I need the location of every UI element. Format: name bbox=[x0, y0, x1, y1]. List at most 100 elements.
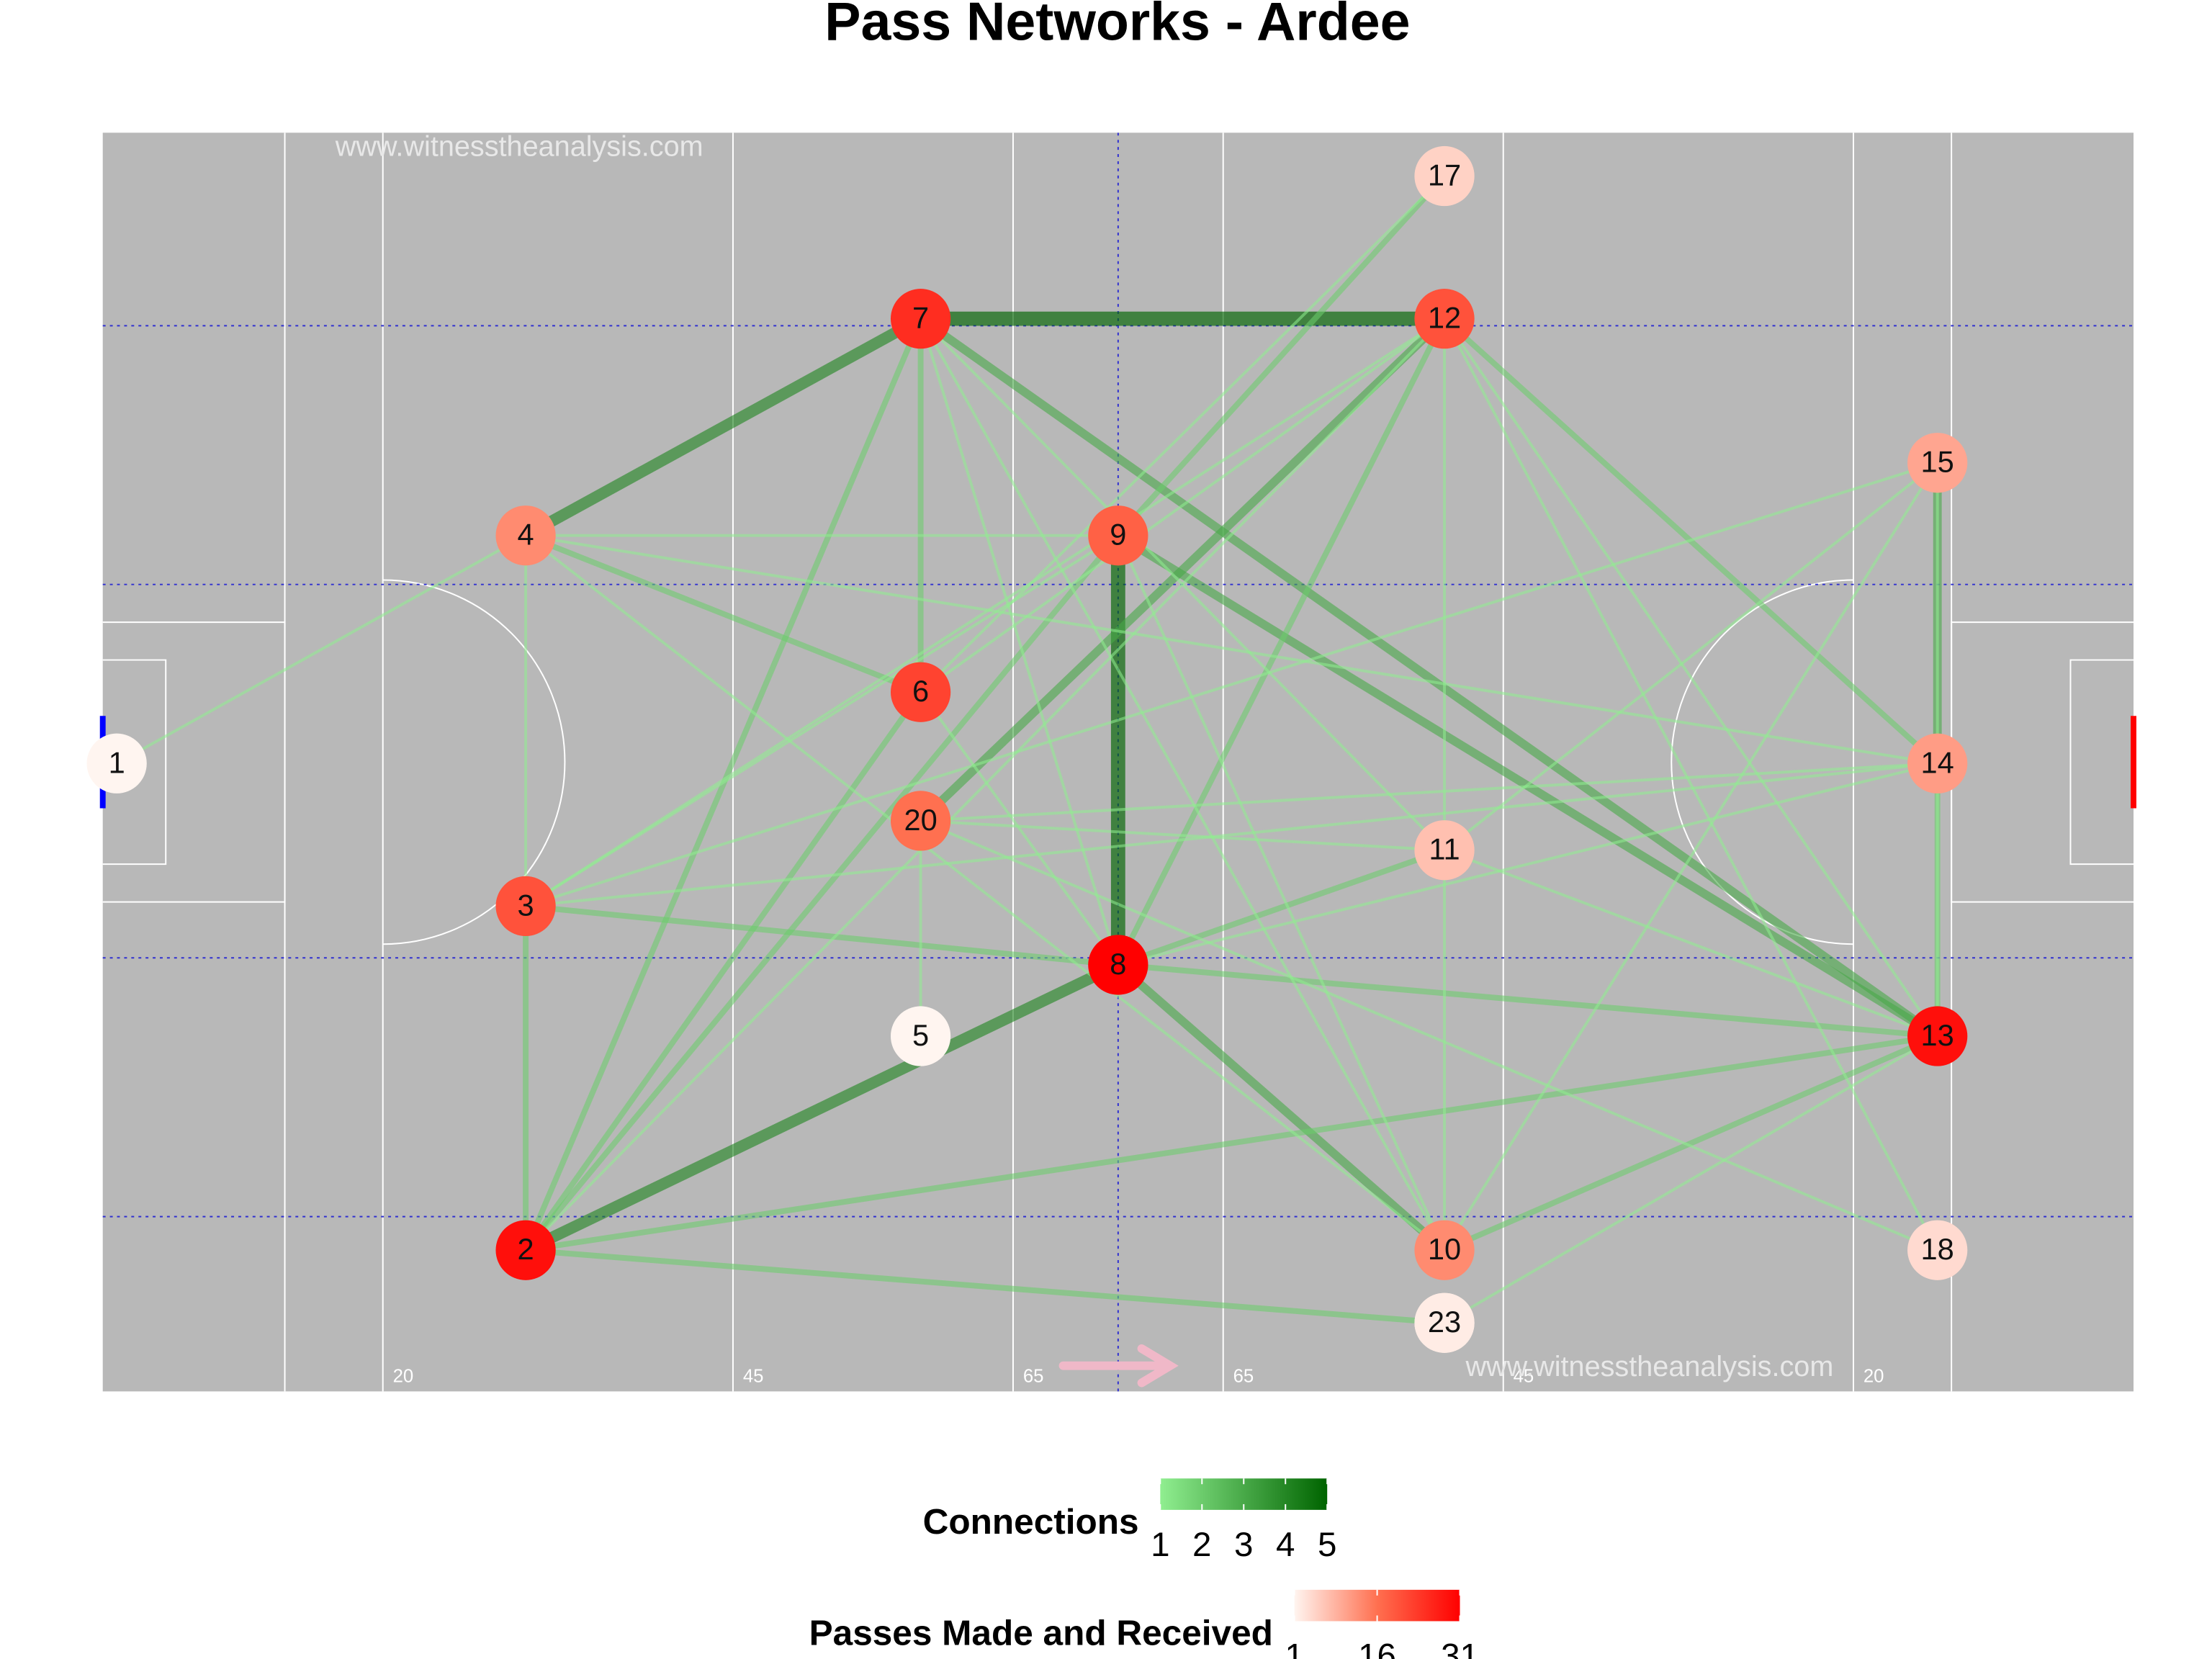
pitch-line-label: 45 bbox=[1514, 1366, 1534, 1386]
player-label: 3 bbox=[518, 888, 534, 922]
pitch-line-label: 65 bbox=[1233, 1366, 1254, 1386]
chart-title: Pass Networks - Ardee bbox=[824, 0, 1410, 52]
player-label: 11 bbox=[1429, 832, 1460, 866]
edge bbox=[1118, 762, 1938, 966]
arc bbox=[382, 579, 566, 945]
edge bbox=[524, 533, 922, 695]
player-node bbox=[495, 1220, 556, 1280]
edge bbox=[523, 534, 1120, 1252]
edge bbox=[523, 959, 1121, 1256]
player-label: 20 bbox=[904, 803, 937, 837]
arc bbox=[1671, 579, 1853, 945]
edge bbox=[525, 317, 1446, 908]
player-node bbox=[495, 876, 556, 937]
player-label: 5 bbox=[912, 1018, 929, 1052]
player-label: 15 bbox=[1921, 445, 1954, 479]
edge bbox=[523, 690, 923, 1252]
edge bbox=[524, 318, 1446, 1251]
edge bbox=[1117, 847, 1446, 968]
edge bbox=[1115, 961, 1447, 1254]
legend-tick-label: 5 bbox=[1318, 1526, 1336, 1564]
player-label: 9 bbox=[1110, 518, 1126, 552]
player-node bbox=[890, 791, 951, 851]
legend-tick-label: 1 bbox=[1151, 1526, 1169, 1564]
watermark: www.witnesstheanalysis.com bbox=[335, 131, 703, 163]
pitch-line-label: 20 bbox=[393, 1366, 414, 1386]
player-node bbox=[1907, 433, 1968, 493]
player-label: 12 bbox=[1428, 301, 1461, 335]
edge bbox=[525, 1247, 1445, 1326]
edge bbox=[917, 315, 1448, 824]
legend-tick-label: 16 bbox=[1358, 1637, 1396, 1659]
player-node bbox=[495, 505, 556, 566]
large-box bbox=[102, 621, 286, 903]
edge bbox=[116, 534, 527, 765]
edge bbox=[1118, 962, 1938, 1039]
player-label: 4 bbox=[518, 518, 534, 552]
nodes: 1234567891011121314151718202223 bbox=[86, 145, 1968, 1353]
player-node bbox=[1907, 1220, 1968, 1280]
edge bbox=[919, 318, 1446, 1251]
player-label: 1 bbox=[109, 745, 125, 779]
edge bbox=[1443, 462, 1939, 1251]
legend-tick-label: 1 bbox=[1285, 1637, 1303, 1659]
direction-arrow bbox=[1058, 1344, 1179, 1388]
edge bbox=[920, 318, 1446, 693]
player-node bbox=[1414, 1220, 1475, 1280]
player-node bbox=[1414, 289, 1475, 349]
player-label: 2 bbox=[518, 1232, 534, 1266]
edge bbox=[525, 762, 1938, 908]
edge bbox=[1115, 174, 1447, 538]
edge bbox=[1117, 534, 1446, 1251]
player-node bbox=[890, 662, 951, 722]
player-node bbox=[1907, 1006, 1968, 1066]
legend-tick-label: 4 bbox=[1276, 1526, 1295, 1564]
edge bbox=[525, 1033, 1938, 1254]
watermark: www.witnesstheanalysis.com bbox=[1465, 1351, 1833, 1382]
edge bbox=[525, 903, 1119, 968]
legend-tick-label: 3 bbox=[1234, 1526, 1253, 1564]
player-label: 18 bbox=[1921, 1232, 1954, 1266]
edge bbox=[523, 318, 924, 1251]
edge bbox=[524, 534, 1446, 1251]
edge bbox=[918, 315, 1941, 1040]
player-label: 23 bbox=[1428, 1305, 1461, 1339]
player-label: 14 bbox=[1921, 745, 1954, 779]
player-node bbox=[1088, 505, 1148, 566]
small-box bbox=[102, 659, 167, 866]
edge bbox=[1115, 317, 1447, 966]
edge bbox=[525, 534, 1938, 765]
edge bbox=[1443, 318, 1939, 1038]
edges bbox=[116, 174, 1942, 1326]
player-node bbox=[890, 1006, 951, 1066]
player-label: 13 bbox=[1921, 1018, 1954, 1052]
player-label: 10 bbox=[1428, 1232, 1461, 1266]
player-node bbox=[86, 733, 147, 793]
player-node bbox=[1414, 820, 1475, 881]
edge bbox=[1444, 1035, 1938, 1324]
player-label: 6 bbox=[912, 674, 929, 708]
player-node bbox=[1907, 733, 1968, 793]
edge bbox=[1443, 318, 1939, 1251]
edge bbox=[919, 691, 1120, 966]
edge bbox=[525, 461, 1938, 908]
pitch-line-label: 20 bbox=[1863, 1366, 1884, 1386]
small-box bbox=[2069, 659, 2134, 866]
edge bbox=[1443, 1033, 1939, 1253]
edge bbox=[920, 819, 1445, 852]
player-label: 8 bbox=[1110, 947, 1126, 981]
player-node bbox=[1414, 1292, 1475, 1353]
edge bbox=[1443, 462, 1938, 852]
legend-tick-label: 2 bbox=[1192, 1526, 1211, 1564]
player-node bbox=[1414, 145, 1475, 207]
edge bbox=[523, 313, 924, 541]
pitch-line-label: 65 bbox=[1023, 1366, 1044, 1386]
edge bbox=[919, 318, 1120, 966]
player-label: 7 bbox=[912, 301, 929, 335]
edge bbox=[920, 819, 1938, 1252]
edge bbox=[920, 318, 1446, 852]
pitch-line-label: 45 bbox=[743, 1366, 764, 1386]
legend-title: Connections bbox=[923, 1502, 1139, 1542]
